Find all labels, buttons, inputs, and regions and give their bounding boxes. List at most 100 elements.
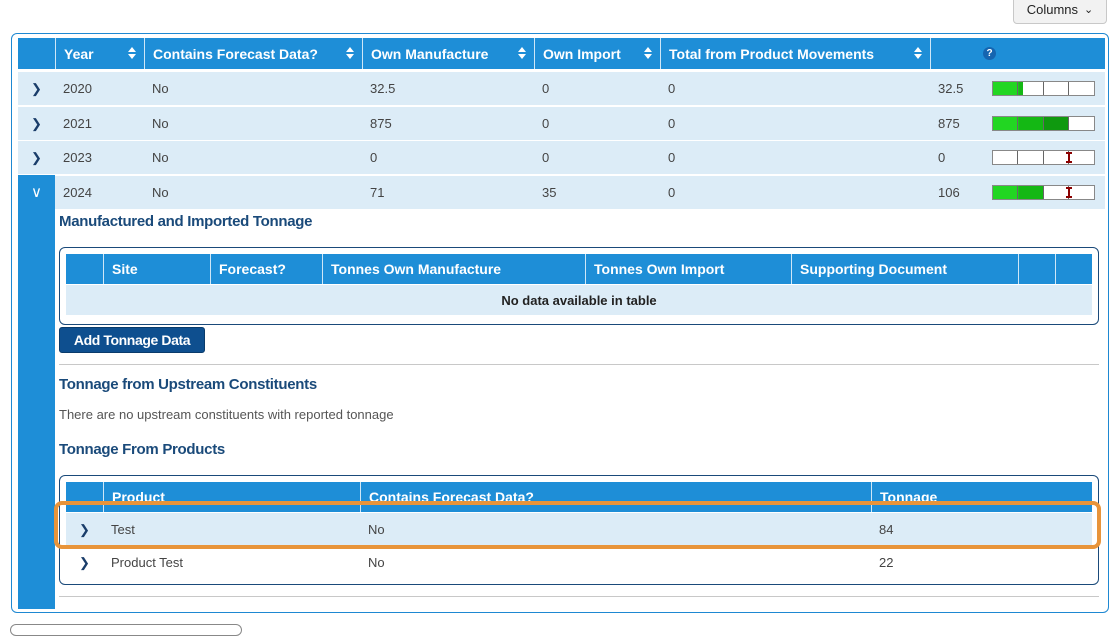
table-row[interactable]: ❯ 2020 No 32.5 0 0 32.5 [18,72,1105,106]
manufactured-table-header: Site Forecast? Tonnes Own Manufacture To… [66,254,1092,284]
cell-forecast: No [368,522,385,537]
upstream-note: There are no upstream constituents with … [59,407,394,422]
cell-year: 2024 [63,185,92,200]
expanded-row-strip [18,209,55,609]
level-divider [993,82,1018,95]
product-row[interactable]: ❯ Product Test No 22 [66,546,1092,579]
level-divider [993,186,1018,199]
manufactured-table: Site Forecast? Tonnes Own Manufacture To… [59,247,1099,325]
cell-year: 2021 [63,116,92,131]
threshold-marker [1066,152,1072,163]
level-divider [993,186,1069,199]
level-fill [993,186,1044,199]
chevron-right-icon[interactable]: ❯ [31,115,42,131]
sort-icon [644,47,652,60]
upstream-title: Tonnage from Upstream Constituents [59,376,317,393]
header-own-manufacture[interactable]: Own Manufacture [362,38,534,69]
cell-forecast: No [368,555,385,570]
highlight-annotation [54,501,1101,549]
header-site[interactable]: Site [103,254,210,284]
cell-own-manufacture: 875 [370,116,392,131]
products-table: Product Contains Forecast Data? Tonnage … [59,475,1099,585]
table-row[interactable]: ❯ 2023 No 0 0 0 0 [18,141,1105,175]
header-total: ? [930,38,1105,69]
expand-column-header [18,38,55,69]
collapse-row-button[interactable]: ∨ [18,175,55,209]
divider [59,596,1099,597]
cell-total: 875 [938,116,960,131]
cell-product-movements: 0 [668,150,676,165]
tonnage-level-bar [992,81,1095,96]
level-divider [993,82,1044,95]
level-fill [993,117,1069,130]
cell-own-manufacture: 0 [370,150,378,165]
header-year[interactable]: Year [55,38,144,69]
sort-icon [518,47,526,60]
table-row[interactable]: 2024 No 71 35 0 106 [18,176,1105,210]
cell-tonnage: 22 [879,555,894,570]
columns-label: Columns [1026,1,1079,17]
header-contains-forecast[interactable]: Contains Forecast Data? [144,38,362,69]
tonnage-level-bar [992,185,1095,200]
level-divider [993,151,1044,164]
cell-total: 106 [938,185,960,200]
cell-forecast: No [152,150,169,165]
header-own-import[interactable]: Own Import [534,38,660,69]
divider [59,364,1099,365]
level-divider [993,82,1069,95]
header-tonnes-own-manufacture[interactable]: Tonnes Own Manufacture [322,254,585,284]
cell-forecast: No [152,81,169,96]
tonnage-table-container: Year Contains Forecast Data? Own Manufac… [11,33,1109,613]
sort-icon [346,47,354,60]
cell-forecast: No [152,185,169,200]
chevron-down-icon: ⌄ [1084,3,1094,16]
empty-table-message: No data available in table [66,285,1092,315]
cell-own-import: 35 [542,185,557,200]
manufactured-title: Manufactured and Imported Tonnage [59,213,313,230]
cell-forecast: No [152,116,169,131]
cell-own-manufacture: 32.5 [370,81,396,96]
threshold-marker [1066,187,1072,198]
chevron-right-icon[interactable]: ❯ [79,554,90,570]
level-divider [993,117,1044,130]
cell-product: Test [111,522,135,537]
level-divider [993,117,1069,130]
cell-own-import: 0 [542,81,550,96]
level-divider [993,151,1069,164]
next-panel-edge [10,624,242,636]
product-row[interactable]: ❯ Test No 84 [66,513,1092,546]
sort-icon [128,47,136,60]
header-tonnes-own-import[interactable]: Tonnes Own Import [585,254,791,284]
cell-own-import: 0 [542,116,550,131]
chevron-right-icon[interactable]: ❯ [79,521,90,537]
chevron-right-icon[interactable]: ❯ [31,80,42,96]
cell-own-import: 0 [542,150,550,165]
cell-own-manufacture: 71 [370,185,385,200]
columns-button[interactable]: Columns ⌄ [1013,0,1107,24]
sort-icon [914,47,922,60]
header-supporting-document[interactable]: Supporting Document [791,254,1018,284]
level-divider [993,117,1018,130]
level-divider [993,186,1044,199]
cell-year: 2020 [63,81,92,96]
products-title: Tonnage From Products [59,441,225,458]
tonnage-level-bar [992,116,1095,131]
tonnage-level-bar [992,150,1095,165]
level-divider [993,151,1018,164]
cell-product: Product Test [111,555,184,570]
header-forecast[interactable]: Forecast? [210,254,322,284]
cell-total: 32.5 [938,81,964,96]
cell-tonnage: 84 [879,522,894,537]
level-fill [993,82,1023,95]
help-icon[interactable]: ? [983,47,996,60]
cell-total: 0 [938,150,946,165]
table-row[interactable]: ❯ 2021 No 875 0 0 875 [18,107,1105,141]
cell-product-movements: 0 [668,116,676,131]
table-header: Year Contains Forecast Data? Own Manufac… [18,38,1105,69]
cell-product-movements: 0 [668,81,676,96]
chevron-right-icon[interactable]: ❯ [31,149,42,165]
cell-year: 2023 [63,150,92,165]
header-product-movements[interactable]: Total from Product Movements [660,38,930,69]
add-tonnage-data-button[interactable]: Add Tonnage Data [59,327,205,353]
chevron-down-icon: ∨ [31,184,42,201]
